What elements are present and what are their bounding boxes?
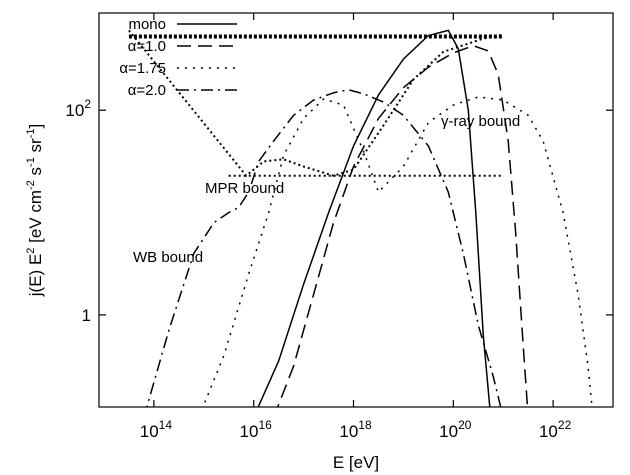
legend-label-mono: mono — [128, 16, 166, 33]
x-axis-label: E [eV] — [333, 453, 379, 472]
series-line-alpha-1-0 — [276, 44, 529, 407]
series-line-alpha-2-0 — [146, 89, 502, 407]
legend: mono α=1.0 α=1.75 α=2.0 — [119, 16, 237, 99]
x-tick-label-14: 1014 — [140, 418, 173, 441]
x-tick-label-16: 1016 — [240, 418, 273, 441]
bound-line-mpr — [128, 29, 504, 178]
mpr-bound-label: MPR bound — [205, 180, 284, 197]
curves-layer — [128, 29, 593, 407]
y-axis-label: j(E) E2 [eV cm-2 s-1 sr-1] — [25, 124, 45, 297]
y-tick-label-0: 1 — [82, 306, 91, 325]
series-line-mono — [257, 29, 491, 407]
y-tick-label-2: 102 — [65, 97, 91, 120]
gamma-ray-bound-label: γ-ray bound — [441, 113, 520, 130]
x-tick-label-18: 1018 — [339, 418, 372, 441]
ticks-layer: 101410161018102010221102104 — [65, 13, 613, 441]
plot-frame — [98, 12, 614, 408]
legend-label-alpha-1-0: α=1.0 — [128, 38, 166, 55]
series-line-alpha-1-75 — [202, 96, 593, 407]
legend-label-alpha-1-75: α=1.75 — [119, 60, 166, 77]
x-tick-label-22: 1022 — [539, 418, 572, 441]
x-tick-label-20: 1020 — [439, 418, 472, 441]
wb-bound-label: WB bound — [133, 249, 203, 266]
legend-label-alpha-2-0: α=2.0 — [128, 82, 166, 99]
